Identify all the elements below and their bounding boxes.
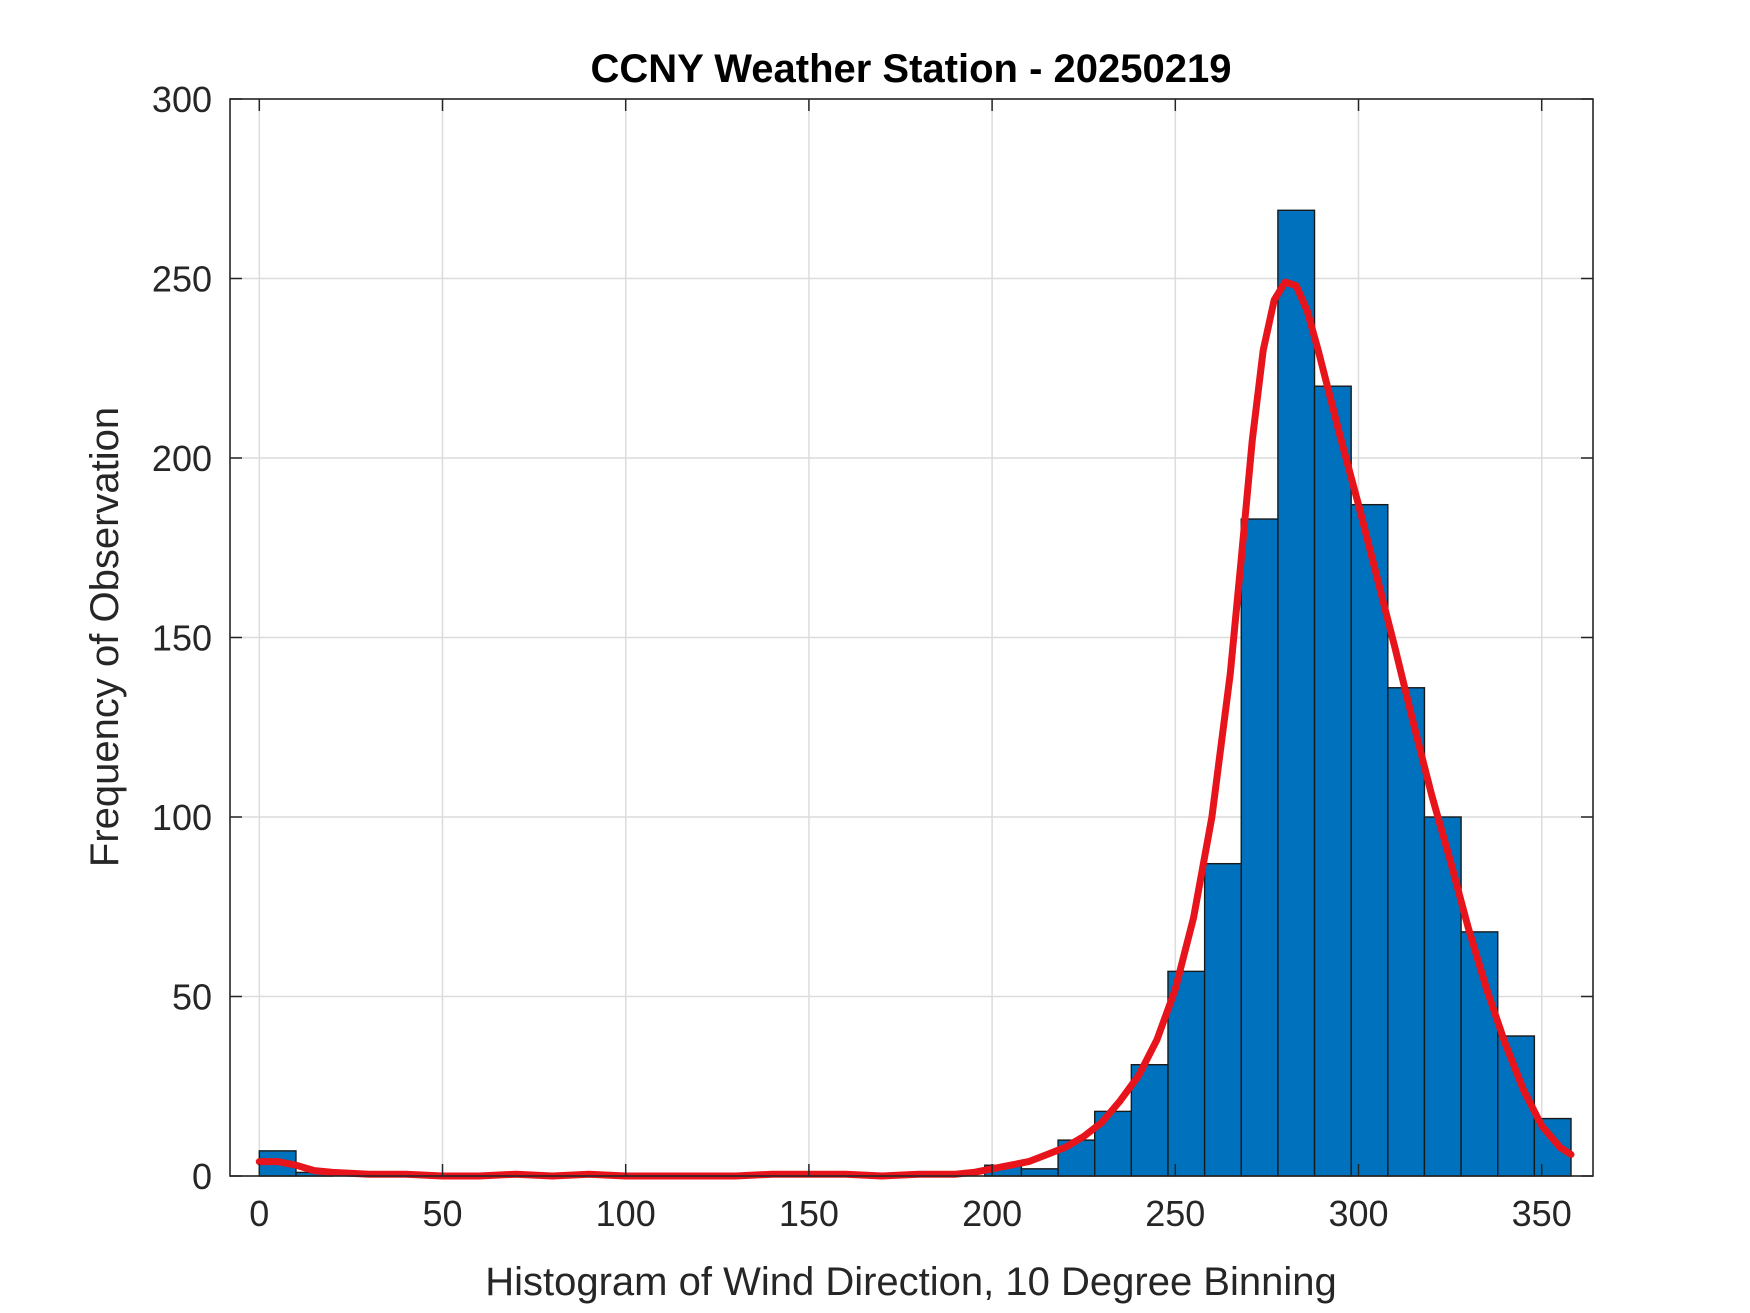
y-tick-label: 250 bbox=[152, 259, 212, 300]
histogram-bar bbox=[1130, 1064, 1169, 1177]
x-tick-labels: 0 50 100 150 200 250 300 350 bbox=[249, 1193, 1571, 1234]
y-tick-label: 50 bbox=[172, 977, 212, 1018]
chart-title: CCNY Weather Station - 20250219 bbox=[591, 47, 1232, 91]
y-tick-label: 300 bbox=[152, 79, 212, 120]
x-tick-label: 100 bbox=[596, 1193, 656, 1234]
x-tick-label: 50 bbox=[422, 1193, 462, 1234]
y-tick-label: 150 bbox=[152, 618, 212, 659]
histogram-bar bbox=[1387, 687, 1426, 1177]
histogram-bar bbox=[1277, 209, 1316, 1177]
x-tick-label: 300 bbox=[1328, 1193, 1388, 1234]
histogram-bar bbox=[1203, 862, 1242, 1177]
x-tick-label: 0 bbox=[249, 1193, 269, 1234]
y-tick-label: 0 bbox=[192, 1156, 212, 1197]
x-tick-label: 250 bbox=[1145, 1193, 1205, 1234]
x-tick-label: 350 bbox=[1512, 1193, 1572, 1234]
plot-frame bbox=[229, 98, 1594, 1177]
histogram-bar bbox=[1240, 518, 1279, 1177]
x-axis-label: Histogram of Wind Direction, 10 Degree B… bbox=[485, 1260, 1337, 1304]
histogram-bar bbox=[1350, 503, 1389, 1177]
y-axis-label: Frequency of Observation bbox=[83, 407, 127, 867]
histogram-bar bbox=[1423, 816, 1462, 1177]
x-tick-label: 150 bbox=[779, 1193, 839, 1234]
histogram-bar bbox=[1020, 1168, 1059, 1177]
y-tick-label: 200 bbox=[152, 438, 212, 479]
histogram-bar bbox=[1313, 385, 1352, 1177]
x-tick-label: 200 bbox=[962, 1193, 1022, 1234]
y-tick-labels: 0 50 100 150 200 250 300 bbox=[152, 79, 212, 1197]
y-tick-label: 100 bbox=[152, 797, 212, 838]
histogram-bars bbox=[258, 209, 1572, 1177]
